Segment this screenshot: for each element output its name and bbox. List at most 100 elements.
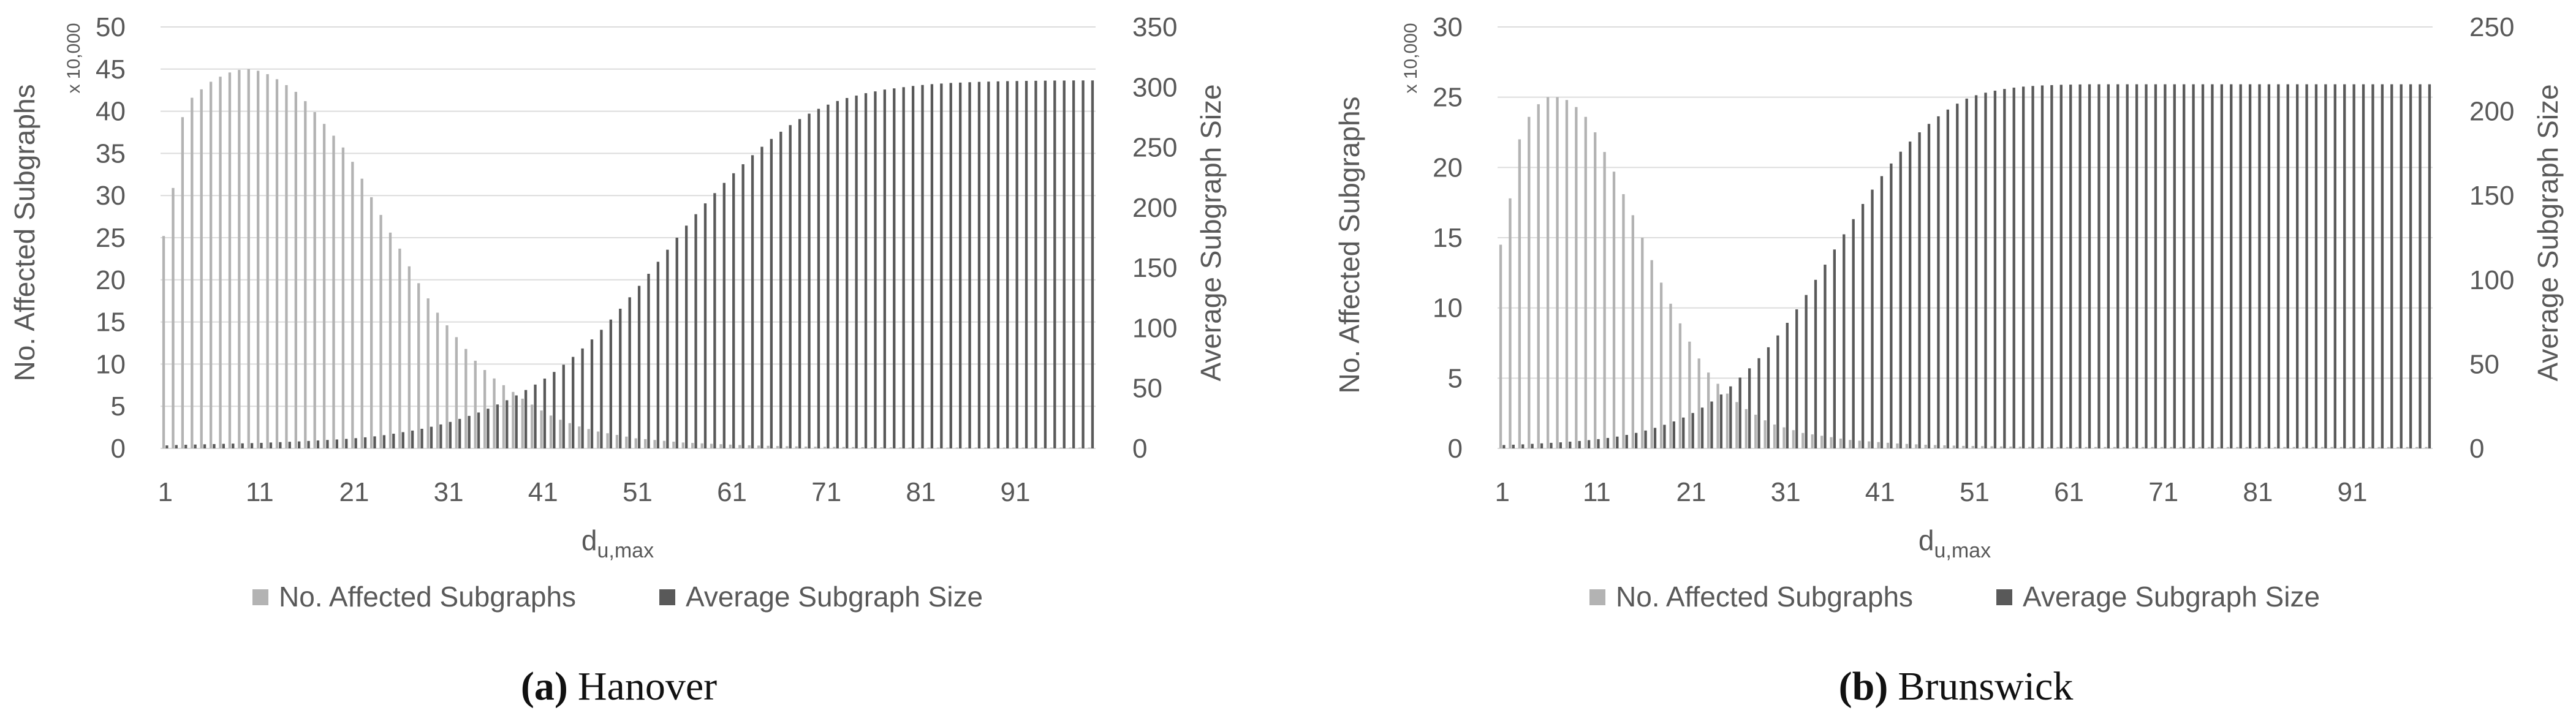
bar-average-subgraph-size (741, 164, 744, 448)
bar-average-subgraph-size (1757, 358, 1760, 448)
bar-affected-subgraphs (2283, 447, 2286, 448)
bar-affected-subgraphs (2104, 447, 2107, 448)
bar-average-subgraph-size (1082, 80, 1085, 448)
bar-average-subgraph-size (590, 339, 594, 448)
bar-affected-subgraphs (2066, 447, 2069, 448)
bar-average-subgraph-size (1682, 417, 1685, 448)
bar-average-subgraph-size (326, 440, 329, 448)
bar-average-subgraph-size (2286, 84, 2289, 448)
legend-swatch-affected (1589, 589, 1605, 605)
bar-affected-subgraphs (341, 147, 345, 448)
y-left-tick-label: 15 (1433, 223, 1463, 253)
bar-affected-subgraphs (833, 447, 836, 448)
bar-average-subgraph-size (827, 104, 830, 449)
bar-average-subgraph-size (316, 440, 320, 448)
bar-average-subgraph-size (798, 119, 801, 448)
bar-affected-subgraphs (370, 197, 373, 448)
bar-affected-subgraphs (1999, 446, 2003, 448)
bar-average-subgraph-size (2135, 84, 2138, 448)
bar-average-subgraph-size (1710, 401, 1713, 448)
bar-affected-subgraphs (786, 446, 789, 448)
x-tick-label: 11 (1583, 477, 1611, 507)
bar-affected-subgraphs (710, 444, 713, 448)
bar-average-subgraph-size (883, 89, 886, 449)
bar-affected-subgraphs (852, 447, 855, 448)
bar-average-subgraph-size (779, 132, 782, 448)
x-axis-title-subscript: u,max (597, 539, 654, 562)
y-right-tick-label: 250 (1132, 133, 1177, 163)
bar-average-subgraph-size (2333, 84, 2336, 448)
bar-affected-subgraphs (1499, 244, 1502, 448)
bar-average-subgraph-size (1871, 189, 1874, 448)
bar-average-subgraph-size (2164, 84, 2167, 448)
bar-average-subgraph-size (1512, 444, 1515, 448)
legend-label-affected: No. Affected Subgraphs (279, 581, 576, 613)
bar-average-subgraph-size (1587, 440, 1591, 448)
caption-letter: (a) (521, 664, 568, 709)
bar-average-subgraph-size (2173, 84, 2176, 448)
bar-affected-subgraphs (540, 410, 543, 448)
bar-affected-subgraphs (805, 446, 808, 448)
bar-affected-subgraphs (2377, 447, 2381, 448)
bar-average-subgraph-size (411, 430, 414, 448)
x-tick-label: 1 (157, 477, 172, 507)
bar-average-subgraph-size (1691, 413, 1694, 448)
bar-average-subgraph-size (2400, 84, 2403, 448)
bar-average-subgraph-size (534, 384, 537, 448)
bar-affected-subgraphs (2075, 447, 2078, 448)
bar-affected-subgraphs (1669, 303, 1672, 448)
bar-affected-subgraphs (2264, 447, 2267, 448)
bar-average-subgraph-size (2409, 84, 2412, 448)
bar-average-subgraph-size (2040, 85, 2044, 449)
bar-affected-subgraphs (1943, 445, 1946, 448)
bar-affected-subgraphs (748, 445, 751, 448)
bar-average-subgraph-size (1672, 421, 1675, 448)
bar-average-subgraph-size (836, 100, 839, 448)
bar-affected-subgraphs (521, 398, 524, 448)
bar-average-subgraph-size (260, 442, 263, 448)
bar-average-subgraph-size (1795, 309, 1798, 448)
bar-affected-subgraphs (729, 444, 732, 448)
bar-affected-subgraphs (634, 438, 637, 448)
bar-average-subgraph-size (2305, 84, 2308, 448)
bar-average-subgraph-size (684, 225, 688, 448)
y-right-tick-label: 0 (1132, 434, 1147, 464)
bar-affected-subgraphs (2047, 447, 2050, 448)
x-tick-label: 51 (1960, 477, 1990, 507)
bar-affected-subgraphs (1792, 430, 1795, 448)
bar-affected-subgraphs (2236, 447, 2239, 448)
bar-affected-subgraphs (662, 440, 666, 448)
bar-average-subgraph-size (1993, 91, 1997, 448)
bar-affected-subgraphs (2198, 447, 2201, 448)
bar-average-subgraph-size (1918, 132, 1921, 448)
bar-average-subgraph-size (846, 97, 849, 449)
y-right-tick-label: 50 (1132, 374, 1162, 404)
bar-affected-subgraphs (379, 214, 382, 448)
bar-affected-subgraphs (842, 447, 846, 448)
bar-average-subgraph-size (232, 444, 235, 448)
bar-affected-subgraphs (1801, 432, 1805, 448)
bar-affected-subgraphs (1575, 107, 1578, 449)
bar-affected-subgraphs (1971, 446, 1974, 448)
bar-average-subgraph-size (817, 108, 820, 449)
bar-average-subgraph-size (2183, 84, 2186, 448)
bar-affected-subgraphs (2320, 447, 2324, 448)
y-left-tick-label: 5 (111, 391, 126, 421)
bar-average-subgraph-size (2220, 84, 2223, 448)
bar-average-subgraph-size (1550, 442, 1553, 448)
bar-average-subgraph-size (2239, 84, 2242, 448)
y-left-tick-label: 5 (1448, 363, 1463, 393)
bar-affected-subgraphs (322, 124, 326, 449)
bar-average-subgraph-size (1625, 434, 1628, 448)
bar-affected-subgraphs (2255, 447, 2258, 448)
bar-affected-subgraphs (474, 360, 477, 448)
legend: No. Affected Subgraphs Average Subgraph … (252, 581, 983, 613)
y-right-tick-label: 300 (1132, 72, 1177, 102)
bar-average-subgraph-size (2201, 84, 2205, 448)
x-tick-label: 21 (339, 477, 369, 507)
bar-affected-subgraphs (502, 385, 506, 448)
x-tick-label: 31 (434, 477, 464, 507)
bar-affected-subgraphs (1707, 372, 1710, 448)
bar-average-subgraph-size (2078, 84, 2082, 449)
